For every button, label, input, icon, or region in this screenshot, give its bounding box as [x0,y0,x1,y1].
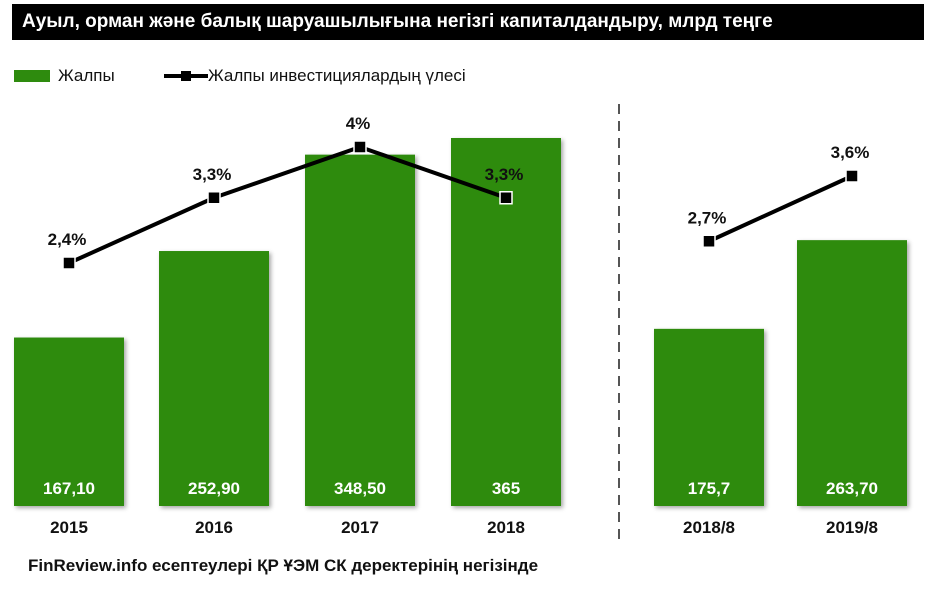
share-point-2019/8 [845,169,859,183]
bar-value-label-2015: 167,10 [43,479,95,498]
share-line-eight-months [708,174,853,244]
x-tick-label-2015: 2015 [50,518,88,537]
legend-label-total: Жалпы [58,66,115,85]
x-tick-label-2018/8: 2018/8 [683,518,735,537]
bar-value-label-2016: 252,90 [188,479,240,498]
share-label-2017: 4% [346,114,371,133]
bar-value-label-2017: 348,50 [334,479,386,498]
bar-2017 [305,154,415,506]
source-note: FinReview.info есептеулері ҚР ҰЭМ СК дер… [28,556,539,575]
bar-2018/8 [654,328,764,506]
x-tick-label-2017: 2017 [341,518,379,537]
share-label-2015: 2,4% [48,230,87,249]
legend-line-swatch [164,71,208,81]
share-point-2016 [207,191,221,205]
bar-value-label-2019/8: 263,70 [826,479,878,498]
legend-item-share: Жалпы инвестициялардың үлесі [162,64,466,88]
bar-value-label-2018: 365 [492,479,520,498]
share-point-2018 [499,191,513,205]
share-label-2016: 3,3% [193,165,232,184]
x-tick-label-2018: 2018 [487,518,525,537]
bar-2016 [159,251,269,506]
legend-bar-swatch [14,70,50,82]
share-point-2018/8 [702,234,716,248]
share-line-annual [68,144,507,265]
bar-2015 [14,337,124,506]
bar-2019/8 [797,240,907,506]
chart-title: Ауыл, орман және балық шаруашылығына нег… [12,4,924,40]
legend-item-total: Жалпы [14,64,115,88]
share-label-2018: 3,3% [485,165,524,184]
share-label-2018/8: 2,7% [688,208,727,227]
legend-label-share: Жалпы инвестициялардың үлесі [208,66,466,85]
share-label-2019/8: 3,6% [831,143,870,162]
x-tick-label-2019/8: 2019/8 [826,518,878,537]
x-tick-label-2016: 2016 [195,518,233,537]
bar-value-label-2018/8: 175,7 [688,479,731,498]
share-point-2015 [62,256,76,270]
share-point-2017 [353,140,367,154]
